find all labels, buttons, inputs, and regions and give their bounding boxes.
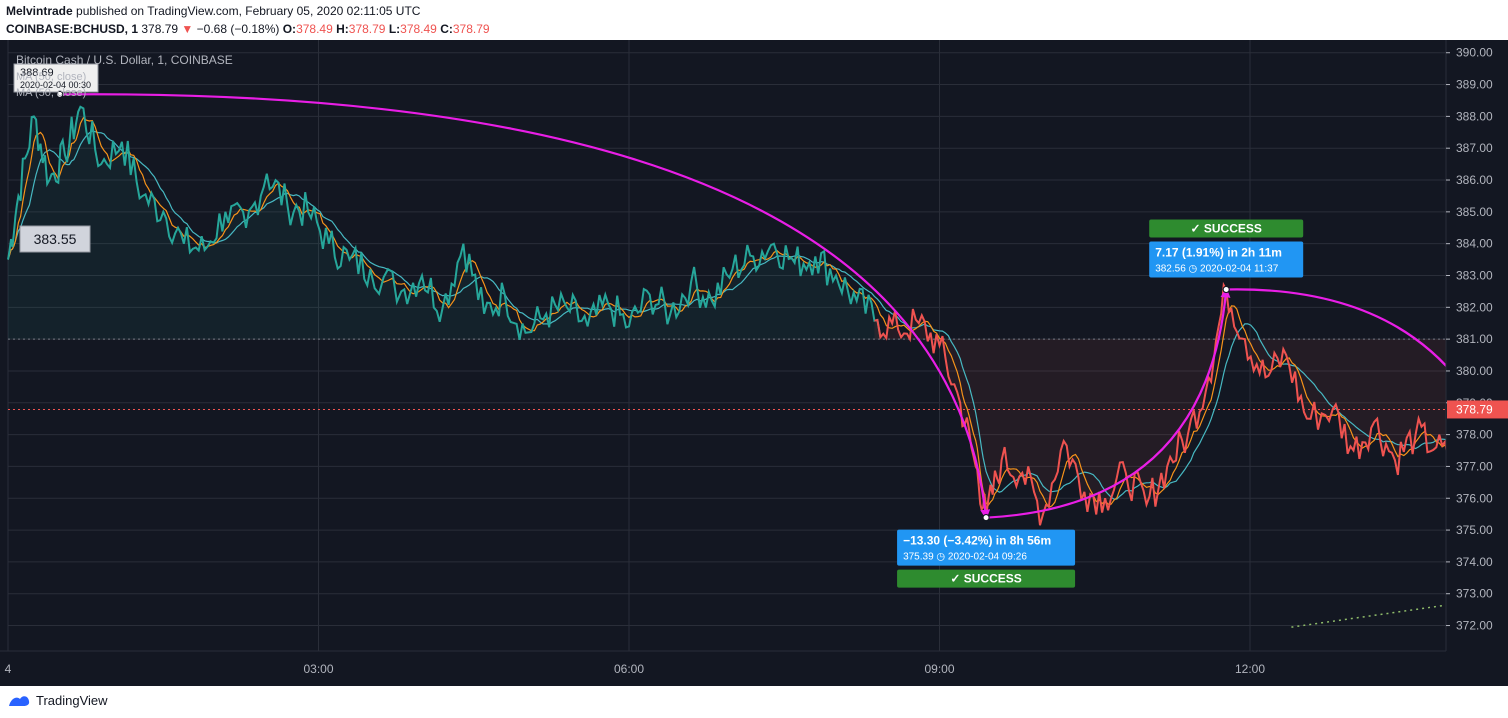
price-tick-label: 390.00 [1456, 46, 1493, 60]
measure-label[interactable]: −13.30 (−3.42%) in 8h 56m 375.39 ◷ 2020-0… [897, 514, 1076, 588]
success-badge-text: ✓ SUCCESS [950, 572, 1021, 586]
price-tick-label: 387.00 [1456, 141, 1493, 155]
measure-label-box [897, 529, 1076, 566]
last-price: 378.79 [141, 22, 179, 36]
success-badge [897, 569, 1076, 588]
price-tick-label: 377.00 [1456, 459, 1493, 473]
price-tick-label: 388.00 [1456, 109, 1493, 123]
time-tick-label: 12:00 [1235, 662, 1265, 676]
price-line-down [874, 281, 1508, 590]
tradingview-logo-icon [9, 696, 30, 706]
price-tick-label: 385.00 [1456, 205, 1493, 219]
price-line-up [7, 105, 882, 340]
price-tick-label: 374.00 [1456, 555, 1493, 569]
area-fill-down [874, 285, 1508, 588]
high-value: 378.79 [348, 22, 386, 36]
left-price-box [19, 225, 91, 253]
left-price-text: 383.55 [34, 231, 77, 247]
price-tick-label: 386.00 [1456, 173, 1493, 187]
price-tick-label: 380.00 [1456, 364, 1493, 378]
time-tick-label: 06:00 [614, 662, 644, 676]
price-change: −0.68 (−0.18%) [196, 22, 280, 36]
measure-label[interactable]: 7.17 (1.91%) in 2h 11m 382.56 ◷ 2020-02-0… [1149, 219, 1304, 293]
price-tick-label: 384.00 [1456, 237, 1493, 251]
down-arrow-icon: ▼ [181, 22, 194, 36]
price-tick-label: 389.00 [1456, 78, 1493, 92]
low-label: L: [388, 22, 401, 36]
price-axis-background [1446, 40, 1508, 686]
measure-label-sub: 375.39 ◷ 2020-02-04 09:26 [903, 552, 1027, 563]
success-badge-text: ✓ SUCCESS [1190, 221, 1261, 235]
current-price-badge [1447, 400, 1508, 419]
ohlc-line: COINBASE:BCHUSD, 1 378.79 ▼ −0.68 (−0.18… [6, 22, 490, 36]
price-tick-label: 372.00 [1456, 619, 1493, 633]
author-name[interactable]: Melvintrade [6, 4, 73, 18]
measure-point [982, 514, 990, 522]
time-tick-label: 4 [5, 662, 12, 676]
brand-name[interactable]: TradingView [36, 692, 108, 708]
left-price-label: 383.55 [19, 225, 91, 253]
legend: Bitcoin Cash / U.S. Dollar, 1, COINBASE M… [16, 53, 233, 99]
measure-label-main: 7.17 (1.91%) in 2h 11m [1155, 245, 1282, 259]
high-label-time: 2020-02-04 00:30 [20, 80, 91, 90]
high-label-price: 388.69 [20, 67, 54, 79]
ma-fast-line [7, 116, 1508, 573]
price-tick-label: 378.00 [1456, 428, 1493, 442]
high-label-box [13, 63, 99, 93]
current-price-badge-text: 378.79 [1456, 402, 1493, 416]
price-tick-label: 383.00 [1456, 268, 1493, 282]
time-tick-label: 03:00 [303, 662, 333, 676]
legend-ma: MA (50, close) [16, 71, 86, 83]
symbol: COINBASE:BCHUSD, 1 [6, 22, 139, 36]
publish-line: Melvintrade published on TradingView.com… [6, 4, 420, 18]
close-value: 378.79 [452, 22, 490, 36]
measure-label-sub: 382.56 ◷ 2020-02-04 11:37 [1155, 263, 1279, 274]
measure-label-box [1149, 241, 1304, 278]
open-label: O: [282, 22, 297, 36]
price-tick-label: 375.00 [1456, 523, 1493, 537]
ma-slow-line [7, 130, 1508, 554]
low-value: 378.49 [400, 22, 437, 36]
area-fill-up [8, 106, 881, 340]
legend-title: Bitcoin Cash / U.S. Dollar, 1, COINBASE [16, 53, 233, 67]
success-badge [1149, 219, 1304, 238]
high-point [56, 90, 64, 98]
open-value: 378.49 [296, 22, 333, 36]
price-tick-label: 373.00 [1456, 587, 1493, 601]
time-tick-label: 09:00 [924, 662, 954, 676]
legend-ma2: MA (50, close) [16, 87, 86, 99]
high-label: H: [336, 22, 349, 36]
price-arc-arrow[interactable] [1226, 288, 1508, 597]
published-text: published on TradingView.com, February 0… [76, 4, 421, 18]
grid [7, 40, 1446, 651]
footer: TradingView [8, 688, 108, 712]
price-arc-arrow[interactable] [986, 287, 1231, 519]
price-tick-label: 381.00 [1456, 332, 1493, 346]
price-chart[interactable]: −13.30 (−3.42%) in 8h 56m 375.39 ◷ 2020-0… [0, 40, 1508, 686]
measure-point [1222, 285, 1230, 293]
measure-label-main: −13.30 (−3.42%) in 8h 56m [903, 534, 1051, 548]
price-arc-arrow[interactable] [59, 93, 991, 520]
price-tick-label: 382.00 [1456, 300, 1493, 314]
close-label: C: [440, 22, 453, 36]
price-tick-label: 376.00 [1456, 491, 1493, 505]
